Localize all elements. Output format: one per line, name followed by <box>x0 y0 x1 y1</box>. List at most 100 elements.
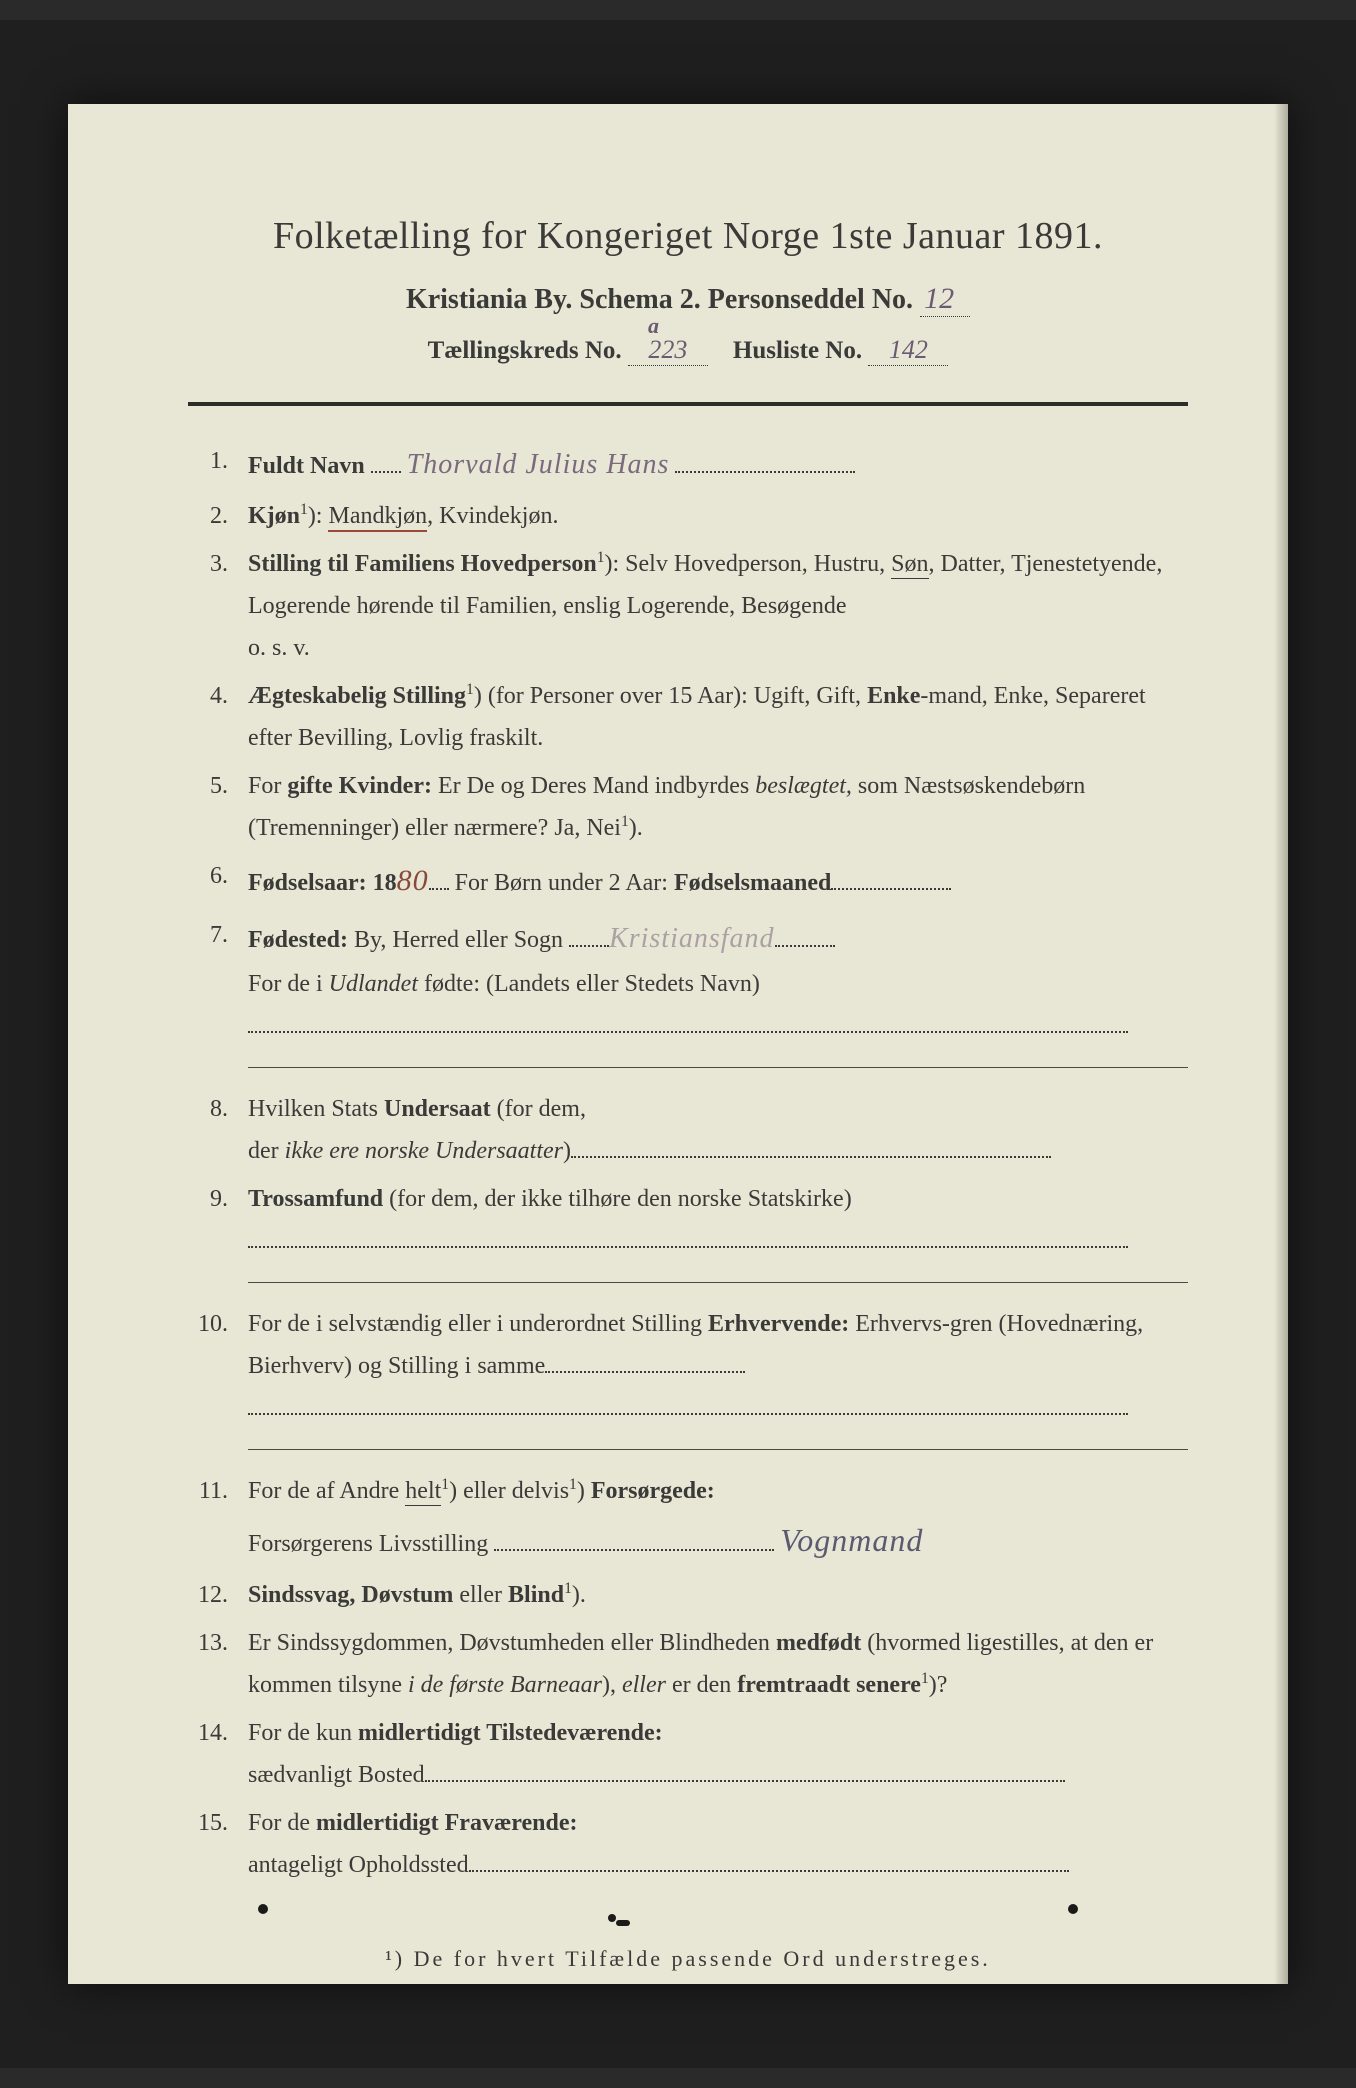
text: Hvilken Stats <box>248 1096 384 1122</box>
text: For <box>248 773 287 799</box>
divider-thin-2 <box>248 1282 1188 1283</box>
item-num: 11. <box>188 1470 248 1568</box>
label-livsstilling: Forsørgerens Livsstilling <box>248 1531 488 1557</box>
label-stilling: Stilling til Familiens Hovedperson <box>248 551 597 577</box>
item-num: 15. <box>188 1802 248 1886</box>
text-medfodt: medfødt <box>776 1630 861 1656</box>
item-num: 10. <box>188 1303 248 1429</box>
item-9: 9. Trossamfund (for dem, der ikke tilhør… <box>188 1178 1188 1262</box>
label-fodested: Fødested: <box>248 927 348 953</box>
label-forsorgede: Forsørgede: <box>591 1478 715 1504</box>
item-7: 7. Fødested: By, Herred eller Sogn Krist… <box>188 914 1188 1047</box>
item-num: 7. <box>188 914 248 1047</box>
label-tilstede: midlertidigt Tilstedeværende: <box>358 1720 663 1746</box>
ink-blot-icon <box>608 1914 616 1922</box>
item-8: 8. Hvilken Stats Undersaat (for dem, der… <box>188 1088 1188 1172</box>
viewport-frame: Folketælling for Kongeriget Norge 1ste J… <box>0 20 1356 2068</box>
text: ). <box>629 815 643 841</box>
text: Er Sindssygdommen, Døvstumheden eller Bl… <box>248 1630 776 1656</box>
form-title: Folketælling for Kongeriget Norge 1ste J… <box>188 214 1188 258</box>
item-11: 11. For de af Andre helt1) eller delvis1… <box>188 1470 1188 1568</box>
text: (for dem, der ikke tilhøre den norske St… <box>383 1186 852 1212</box>
husliste-label: Husliste No. <box>733 337 862 364</box>
text: ), <box>602 1672 622 1698</box>
label-undersaat: Undersaat <box>384 1096 491 1122</box>
text-udlandet: Udlandet <box>329 971 418 997</box>
text: For de <box>248 1810 316 1836</box>
text-ikke-norske: ikke ere norske Undersaatter <box>285 1138 563 1164</box>
census-form-page: Folketælling for Kongeriget Norge 1ste J… <box>68 104 1288 1984</box>
item-12: 12. Sindssvag, Døvstum eller Blind1). <box>188 1574 1188 1616</box>
item-num: 14. <box>188 1712 248 1796</box>
item-num: 13. <box>188 1622 248 1706</box>
label-gifte: gifte Kvinder: <box>287 773 432 799</box>
text: (for dem, <box>491 1096 586 1122</box>
ink-blot-icon <box>1068 1904 1078 1914</box>
item-num: 2. <box>188 495 248 537</box>
handwritten-annotation-a: a <box>648 313 659 339</box>
label-fuldt-navn: Fuldt Navn <box>248 453 365 479</box>
text: ) eller delvis <box>449 1478 569 1504</box>
item-14: 14. For de kun midlertidigt Tilstedevære… <box>188 1712 1188 1796</box>
item-3: 3. Stilling til Familiens Hovedperson1):… <box>188 543 1188 669</box>
label-erhvervende: Erhvervende: <box>708 1311 849 1337</box>
divider-thin-3 <box>248 1449 1188 1450</box>
husliste-number: 142 <box>868 335 948 366</box>
text: For Børn under 2 Aar: <box>449 870 674 896</box>
kreds-label: Tællingskreds No. <box>428 337 622 364</box>
value-name: Thorvald Julius Hans <box>407 449 670 480</box>
footnote: ¹) De for hvert Tilfælde passende Ord un… <box>188 1946 1188 1972</box>
subtitle-prefix: Kristiania By. Schema 2. Personseddel No… <box>406 284 913 315</box>
text: ) <box>577 1478 591 1504</box>
value-son: Søn <box>891 551 928 579</box>
item-2: 2. Kjøn1): Mandkjøn, Kvindekjøn. <box>188 495 1188 537</box>
text-fremtraadt: fremtraadt senere <box>737 1672 921 1698</box>
value-birth-year: 80 <box>397 864 429 897</box>
label-sindssvag: Sindssvag, Døvstum <box>248 1582 453 1608</box>
text: ). <box>572 1582 586 1608</box>
item-num: 6. <box>188 855 248 908</box>
text: Er De og Deres Mand indbyrdes <box>432 773 755 799</box>
item-num: 8. <box>188 1088 248 1172</box>
text: For de i selvstændig eller i underordnet… <box>248 1311 708 1337</box>
divider-thin-1 <box>248 1067 1188 1068</box>
label-aegteskab: Ægteskabelig Stilling <box>248 683 466 709</box>
item-num: 4. <box>188 675 248 759</box>
item-num: 1. <box>188 440 248 489</box>
item-num: 3. <box>188 543 248 669</box>
text: For de i <box>248 971 329 997</box>
text-helt: helt <box>405 1478 441 1506</box>
text: ): Selv Hovedperson, Hustru, <box>605 551 892 577</box>
item-15: 15. For de midlertidigt Fraværende: anta… <box>188 1802 1188 1886</box>
item-1: 1. Fuldt Navn Thorvald Julius Hans <box>188 440 1188 489</box>
label-kjon: Kjøn <box>248 503 300 529</box>
text-eller: eller <box>622 1672 666 1698</box>
item-num: 12. <box>188 1574 248 1616</box>
value-vognmand: Vognmand <box>780 1522 923 1558</box>
item-5: 5. For gifte Kvinder: Er De og Deres Man… <box>188 765 1188 849</box>
item-13: 13. Er Sindssygdommen, Døvstumheden elle… <box>188 1622 1188 1706</box>
text: der <box>248 1138 285 1164</box>
ink-smear-icon <box>616 1920 630 1926</box>
form-subtitle-1: Kristiania By. Schema 2. Personseddel No… <box>188 282 1188 317</box>
text: eller <box>453 1582 508 1608</box>
divider-thick <box>188 402 1188 406</box>
text-barneaar: i de første Barneaar <box>408 1672 602 1698</box>
item-num: 9. <box>188 1178 248 1262</box>
label-trossamfund: Trossamfund <box>248 1186 383 1212</box>
form-subtitle-2: a Tællingskreds No. 223 Husliste No. 142 <box>188 335 1188 366</box>
text-enke: Enke <box>867 683 920 709</box>
text: ): <box>308 503 329 529</box>
text: , Kvindekjøn. <box>427 503 558 529</box>
text: )? <box>929 1672 948 1698</box>
text: er den <box>666 1672 737 1698</box>
text: By, Herred eller Sogn <box>348 927 563 953</box>
text: ) <box>563 1138 571 1164</box>
text: ) (for Personer over 15 Aar): Ugift, Gif… <box>474 683 867 709</box>
personseddel-number: 12 <box>920 282 970 317</box>
kreds-number: 223 <box>628 335 708 366</box>
item-6: 6. Fødselsaar: 1880 For Børn under 2 Aar… <box>188 855 1188 908</box>
ink-blot-icon <box>258 1904 268 1914</box>
item-4: 4. Ægteskabelig Stilling1) (for Personer… <box>188 675 1188 759</box>
label-fravaerende: midlertidigt Fraværende: <box>316 1810 578 1836</box>
